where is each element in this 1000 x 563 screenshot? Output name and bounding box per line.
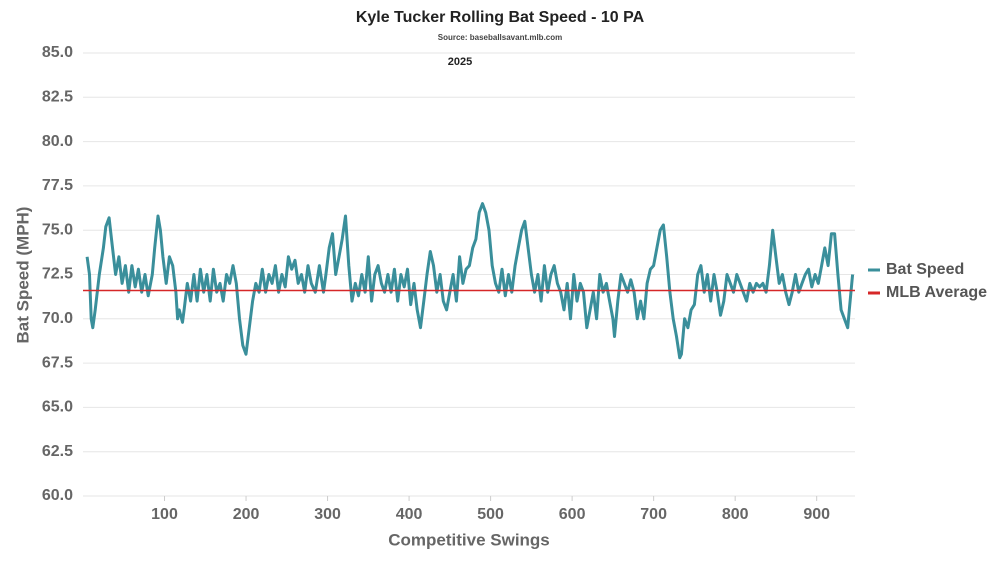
x-tick-label: 800 — [722, 506, 749, 523]
x-tick-label: 300 — [314, 506, 341, 523]
y-tick-label: 62.5 — [42, 443, 73, 460]
y-tick-label: 60.0 — [42, 487, 73, 504]
y-tick-label: 72.5 — [42, 266, 73, 283]
y-tick-label: 80.0 — [42, 133, 73, 150]
y-tick-label: 70.0 — [42, 310, 73, 327]
x-tick-label: 100 — [151, 506, 178, 523]
y-axis-title: Bat Speed (MPH) — [13, 207, 32, 344]
legend-label: Bat Speed — [886, 261, 964, 278]
y-tick-label: 67.5 — [42, 354, 73, 371]
chart-subtitle: Source: baseballsavant.mlb.com — [438, 33, 563, 42]
y-tick-label: 82.5 — [42, 89, 73, 106]
x-tick-label: 600 — [559, 506, 586, 523]
x-tick-label: 900 — [803, 506, 830, 523]
annotation: 2025 — [448, 56, 472, 68]
legend-label: MLB Average — [886, 284, 987, 301]
y-tick-label: 85.0 — [42, 44, 73, 61]
series-line — [85, 202, 855, 360]
y-tick-label: 65.0 — [42, 399, 73, 416]
chart-title: Kyle Tucker Rolling Bat Speed - 10 PA — [356, 9, 645, 26]
x-tick-label: 700 — [640, 506, 667, 523]
y-tick-label: 75.0 — [42, 221, 73, 238]
x-tick-label: 400 — [396, 506, 423, 523]
x-tick-label: 500 — [477, 506, 504, 523]
x-tick-label: 200 — [233, 506, 260, 523]
y-tick-label: 77.5 — [42, 177, 73, 194]
x-axis-title: Competitive Swings — [388, 530, 550, 549]
